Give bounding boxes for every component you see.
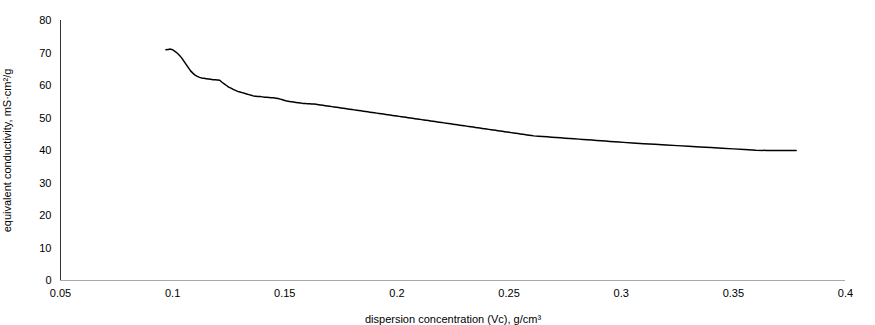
svg-text:0.3: 0.3	[614, 287, 629, 299]
svg-text:40: 40	[39, 144, 51, 156]
svg-text:equivalent conductivity, mS·cm: equivalent conductivity, mS·cm²/g	[1, 69, 13, 233]
svg-text:20: 20	[39, 209, 51, 221]
svg-text:0.1: 0.1	[165, 287, 180, 299]
svg-text:10: 10	[39, 242, 51, 254]
svg-text:50: 50	[39, 112, 51, 124]
svg-text:0: 0	[45, 274, 51, 286]
svg-text:0.35: 0.35	[723, 287, 744, 299]
svg-text:70: 70	[39, 47, 51, 59]
svg-text:80: 80	[39, 14, 51, 26]
svg-text:0.15: 0.15	[274, 287, 295, 299]
svg-text:0.05: 0.05	[50, 287, 71, 299]
svg-text:0.2: 0.2	[389, 287, 404, 299]
svg-text:dispersion concentration (Vc),: dispersion concentration (Vc), g/cm³	[365, 313, 541, 325]
svg-text:0.25: 0.25	[498, 287, 519, 299]
svg-text:30: 30	[39, 177, 51, 189]
svg-text:60: 60	[39, 79, 51, 91]
svg-text:0.4: 0.4	[838, 287, 853, 299]
